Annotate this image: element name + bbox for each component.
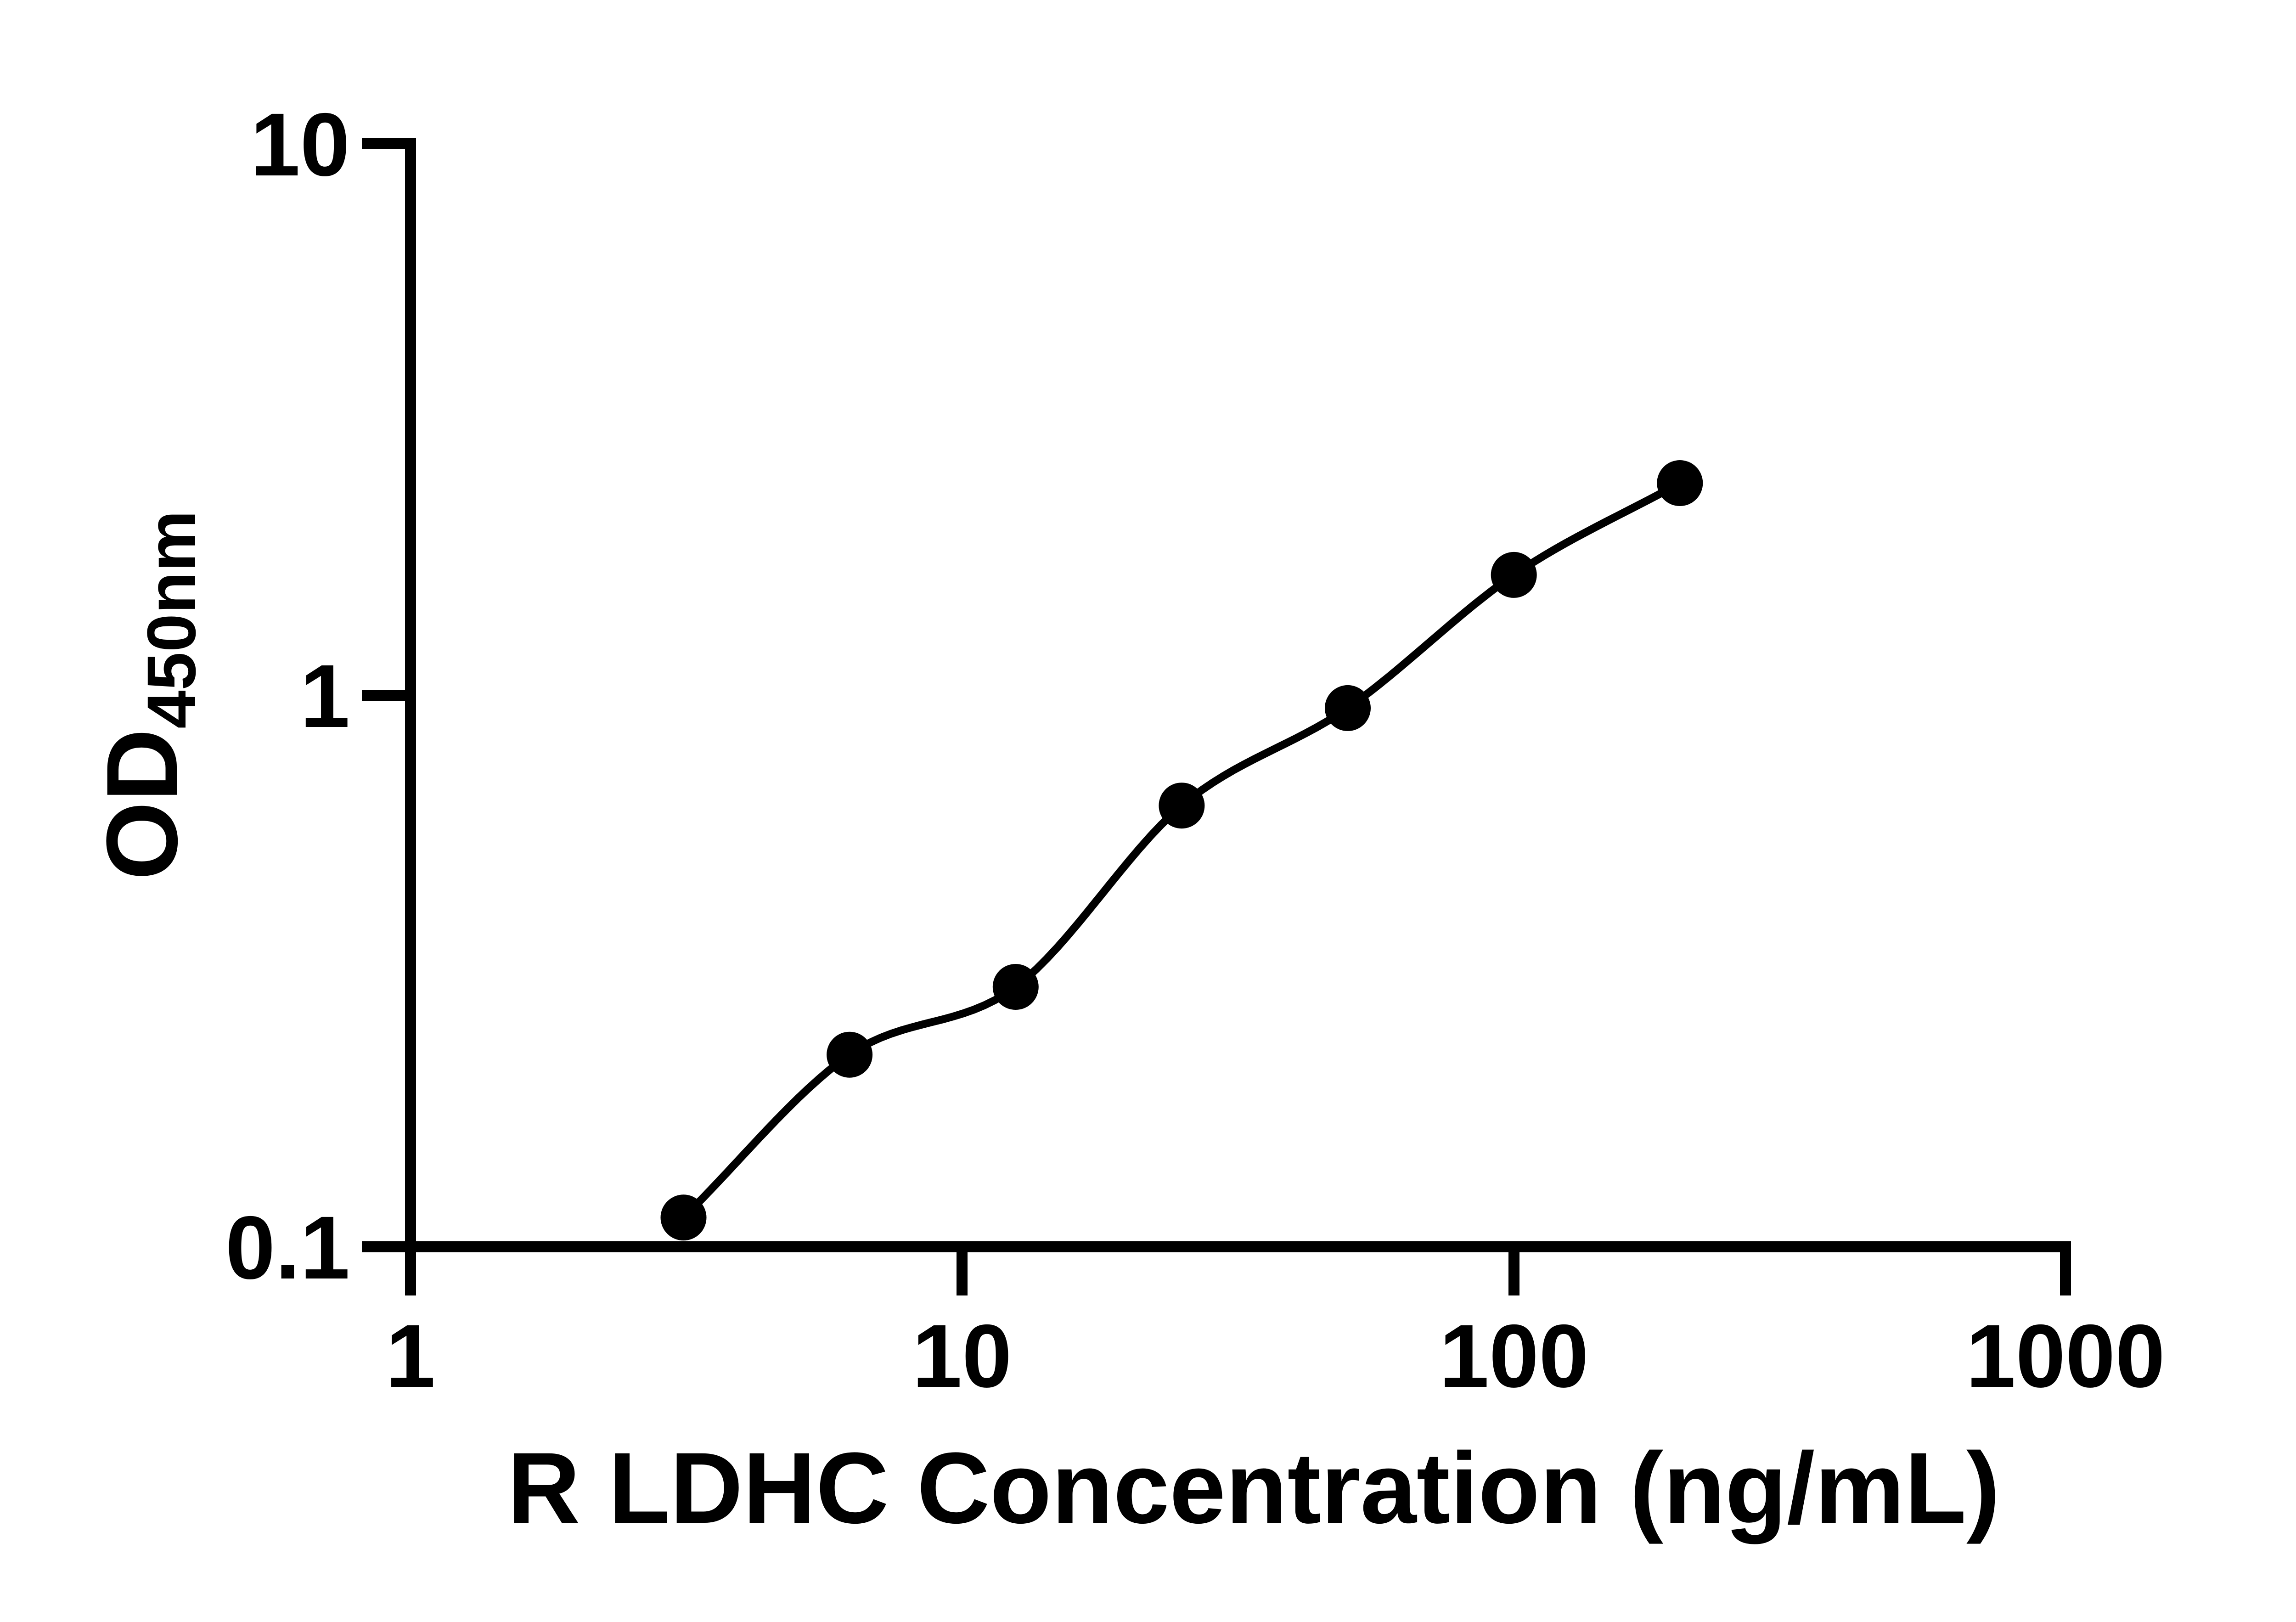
data-point-markers — [660, 460, 1703, 1241]
data-point — [827, 1031, 873, 1078]
y-tick-label: 1 — [300, 646, 350, 746]
y-tick-label: 0.1 — [225, 1198, 350, 1298]
x-tick-label: 10 — [912, 1306, 1012, 1406]
y-axis-title: OD450nm — [85, 510, 210, 880]
x-tick-label: 1000 — [1966, 1306, 2165, 1406]
y-tick-labels: 0.1 1 10 — [225, 95, 350, 1298]
data-point — [1657, 460, 1703, 506]
axes — [362, 138, 2071, 1295]
x-tick-label: 100 — [1439, 1306, 1588, 1406]
data-point — [660, 1194, 707, 1241]
data-point — [1159, 783, 1205, 829]
fit-curve-line — [681, 479, 1682, 1221]
x-axis-title: R LDHC Concentration (ng/mL) — [507, 1431, 2000, 1544]
x-tick-label: 1 — [386, 1306, 435, 1406]
axis-frame-and-ticks — [362, 138, 2071, 1295]
y-axis-title-subscript: 450nm — [133, 510, 210, 728]
x-tick-labels: 1 10 100 1000 — [386, 1306, 2165, 1406]
data-point — [1325, 685, 1371, 731]
y-axis-title-main: OD — [85, 729, 198, 880]
data-point — [992, 964, 1039, 1010]
y-tick-label: 10 — [250, 95, 350, 195]
data-point — [1491, 552, 1537, 598]
